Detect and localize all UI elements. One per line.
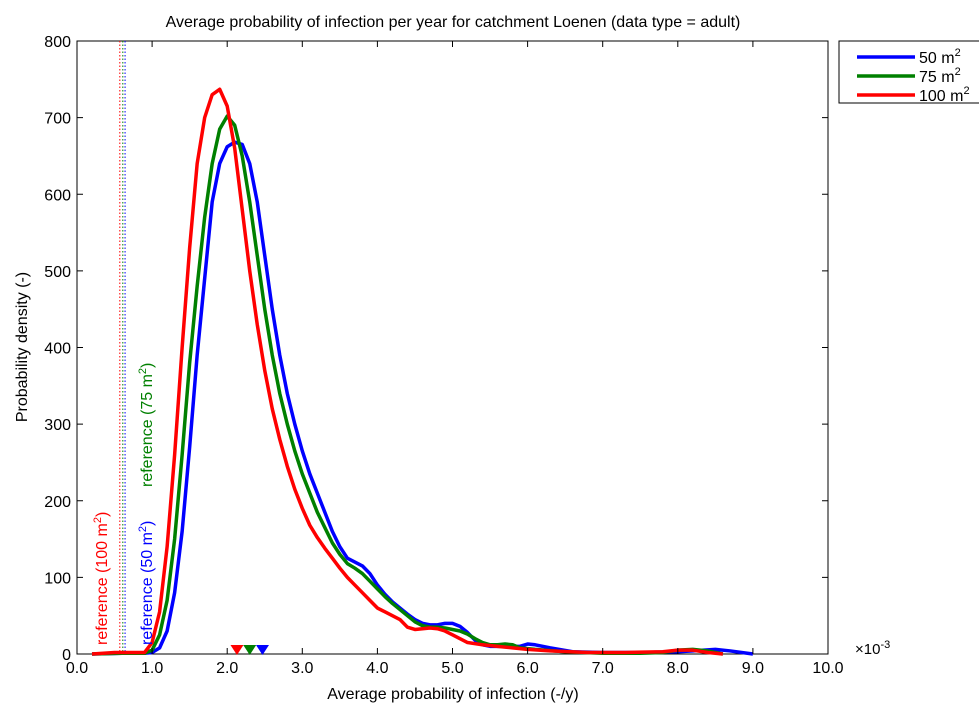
y-tick-label: 100 <box>44 570 71 587</box>
x-tick-label: 5.0 <box>441 660 463 677</box>
y-axis-label: Probability density (-) <box>14 272 31 422</box>
series-line <box>91 87 724 656</box>
reference-label: reference (100 m2) <box>92 512 111 645</box>
x-tick-label: 4.0 <box>366 660 388 677</box>
y-tick-label: 500 <box>44 264 71 281</box>
y-tick-label: 200 <box>44 494 71 511</box>
y-tick-label: 300 <box>44 417 71 434</box>
legend-label: 50 m2 <box>919 47 961 67</box>
x-axis-label: Average probability of infection (-/y) <box>327 686 578 703</box>
chart-title: Average probability of infection per yea… <box>166 14 741 31</box>
y-tick-label: 0 <box>62 647 71 664</box>
reference-label: reference (75 m2) <box>137 363 156 487</box>
markers <box>230 645 269 655</box>
x-tick-label: 1.0 <box>141 660 163 677</box>
y-tick-label: 700 <box>44 111 71 128</box>
legend-label: 75 m2 <box>919 66 961 86</box>
x-tick-label: 8.0 <box>667 660 689 677</box>
y-tick-label: 600 <box>44 187 71 204</box>
series-line <box>91 140 754 656</box>
series-line <box>91 114 724 656</box>
y-tick-label: 800 <box>44 34 71 51</box>
x-tick-label: 10.0 <box>812 660 843 677</box>
y-axis: 0 100 200 300 400 500 600 700 800 <box>44 34 828 664</box>
x-tick-label: 9.0 <box>742 660 764 677</box>
x-tick-label: 3.0 <box>291 660 313 677</box>
x-multiplier-base: ×10 <box>855 641 880 658</box>
x-tick-label: 7.0 <box>592 660 614 677</box>
series-lines <box>91 87 754 656</box>
legend-label: 100 m2 <box>919 85 970 105</box>
y-tick-label: 400 <box>44 341 71 358</box>
reference-lines <box>119 41 126 654</box>
x-tick-label: 2.0 <box>216 660 238 677</box>
median-marker <box>230 645 244 655</box>
x-tick-label: 6.0 <box>516 660 538 677</box>
x-multiplier-label: ×10-3 <box>855 639 890 658</box>
legend-box <box>838 40 979 104</box>
reference-label: reference (50 m2) <box>137 521 156 645</box>
median-marker <box>243 645 257 655</box>
plot-area: reference (100 m2) reference (50 m2) refer… <box>76 40 829 656</box>
reference-labels: reference (100 m2) reference (50 m2) refer… <box>92 363 156 645</box>
x-axis: 0.0 1.0 2.0 3.0 4.0 5.0 6.0 7.0 8.0 9.0 10.0 <box>66 41 844 677</box>
x-tick-label: 0.0 <box>66 660 88 677</box>
median-marker <box>255 645 269 655</box>
x-multiplier-exp: -3 <box>880 639 890 651</box>
